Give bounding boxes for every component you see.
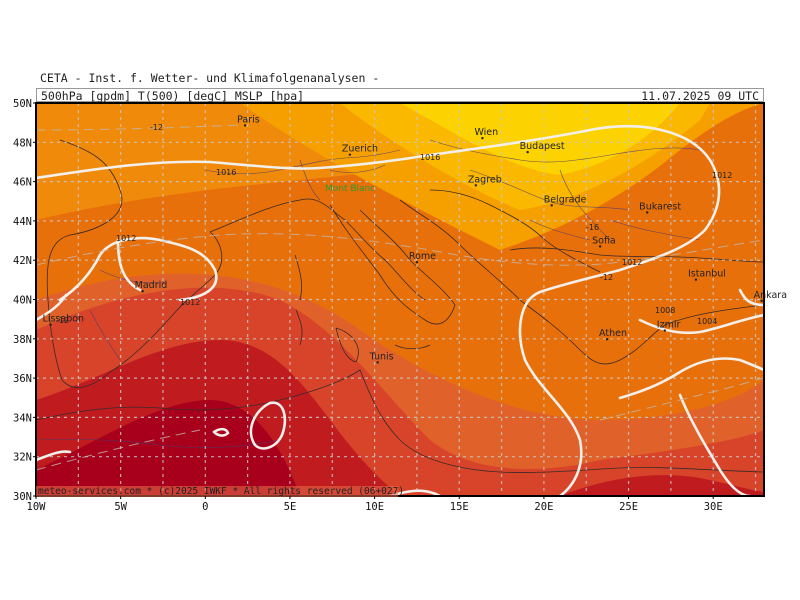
- city-marker: [605, 337, 609, 341]
- city-label: Belgrade: [544, 194, 587, 205]
- longitude-tick-label: 30E: [704, 501, 723, 513]
- isobars: [36, 124, 764, 496]
- city-marker: [598, 245, 602, 248]
- isobar-label: 1012: [622, 258, 642, 267]
- city-marker: [760, 299, 763, 303]
- city-label: Tunis: [369, 351, 394, 362]
- longitude-axis: 10W 5W 0 5E 10E 15E 20E 25E 30E: [27, 496, 723, 513]
- city-label: Bukarest: [639, 201, 681, 212]
- city-marker: [49, 323, 52, 326]
- city-marker: [694, 278, 698, 281]
- longitude-tick-label: 10W: [27, 501, 47, 513]
- temperature-value-labels: -12 -12 -16 -12: [56, 123, 613, 325]
- copyright-notice: meteo-services.com * (c)2025 IWKF * All …: [38, 486, 404, 497]
- borders: [36, 139, 701, 449]
- product-header-bar: 500hPa [gpdm] T(500) [degC] MSLP [hpa] 1…: [36, 88, 764, 103]
- isobar-label: 1016: [216, 168, 236, 177]
- city-marker: [481, 136, 484, 140]
- city-label: Izmir: [657, 320, 681, 331]
- city-marker: [645, 211, 649, 214]
- longitude-tick-label: 25E: [619, 501, 638, 513]
- longitude-tick-label: 20E: [534, 501, 553, 513]
- latitude-axis: 30N 32N 34N 36N 38N 40N 42N 44N 46N 48N 50N: [13, 98, 36, 503]
- isobar-label: 1012: [116, 234, 136, 243]
- latitude-tick-label: 46N: [13, 177, 32, 189]
- latitude-tick-label: 36N: [13, 373, 32, 385]
- temperature-label: -16: [586, 223, 599, 232]
- organization-title: CETA - Inst. f. Wetter- und Klimafolgena…: [40, 71, 380, 85]
- latitude-tick-label: 40N: [13, 295, 32, 307]
- city-marker: [663, 329, 666, 332]
- city-label: Sofia: [592, 235, 616, 246]
- latitude-tick-label: 50N: [13, 98, 32, 110]
- city-label: Wien: [474, 127, 498, 138]
- city-labels: Paris Zuerich Wien Budapest Zagreb Belgrade Bu…: [43, 114, 787, 364]
- city-label: Paris: [237, 114, 260, 125]
- longitude-tick-label: 5W: [114, 501, 127, 513]
- city-marker: [376, 361, 379, 364]
- band-8: [36, 400, 300, 496]
- latitude-tick-label: 30N: [13, 491, 32, 503]
- latitude-tick-label: 44N: [13, 216, 32, 228]
- city-marker: [141, 290, 144, 293]
- city-label: Madrid: [135, 280, 168, 291]
- city-label: Ankara: [754, 290, 787, 301]
- dashed-temperature-isolines: [36, 124, 764, 471]
- longitude-tick-label: 5E: [284, 501, 297, 513]
- longitude-tick-label: 15E: [450, 501, 469, 513]
- valid-time: 11.07.2025 09 UTC: [641, 89, 759, 103]
- copyright-backdrop: [36, 486, 398, 497]
- mont-blanc-label: Mont Blanc: [325, 184, 375, 194]
- city-label: Athen: [599, 328, 627, 339]
- temperature-bands: [36, 103, 764, 496]
- latitude-tick-label: 38N: [13, 334, 32, 346]
- city-label: Budapest: [520, 141, 565, 152]
- temperature-label: -12: [150, 123, 163, 132]
- longitude-tick-label: 10E: [365, 501, 384, 513]
- city-marker: [526, 150, 529, 154]
- isobar-label: 1012: [712, 171, 732, 180]
- city-marker: [550, 204, 553, 207]
- latitude-tick-label: 34N: [13, 412, 32, 424]
- temperature-label: -12: [56, 316, 69, 325]
- latitude-tick-label: 48N: [13, 137, 32, 149]
- city-label: Lissabon: [43, 314, 85, 325]
- product-title: 500hPa [gpdm] T(500) [degC] MSLP [hpa]: [41, 89, 305, 103]
- isobar-label: 1008: [655, 306, 675, 315]
- isobar-label: 1004: [697, 317, 717, 326]
- city-label: Zuerich: [342, 144, 378, 155]
- latitude-tick-label: 42N: [13, 255, 32, 267]
- temperature-label: -12: [600, 273, 613, 282]
- city-marker: [243, 124, 247, 127]
- city-label: Zagreb: [468, 174, 502, 185]
- city-label: Istanbul: [688, 269, 726, 280]
- isobar-label: 1012: [180, 298, 200, 307]
- longitude-tick-label: 0: [202, 501, 208, 513]
- city-label: Rome: [409, 251, 436, 262]
- latitude-tick-label: 32N: [13, 452, 32, 464]
- city-marker: [348, 153, 352, 156]
- city-marker: [474, 184, 478, 187]
- city-marker: [415, 260, 419, 264]
- isobar-label: 1016: [420, 153, 440, 162]
- isobar-value-labels: 1016 1016 1012 1012 1012 1012 1008 1004 …: [116, 153, 732, 326]
- coastlines: [36, 139, 764, 473]
